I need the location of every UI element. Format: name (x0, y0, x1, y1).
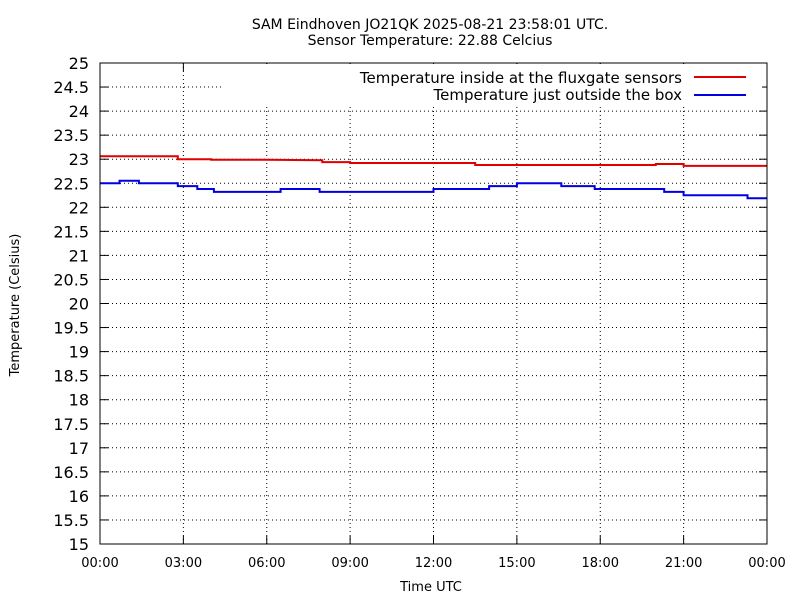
y-tick-label: 16 (69, 487, 89, 506)
y-tick-label: 24 (69, 102, 89, 121)
series-line-inside (100, 155, 767, 167)
x-tick-label: 03:00 (165, 556, 202, 571)
series-line-outside (100, 179, 767, 200)
legend-background (222, 64, 762, 106)
legend: Temperature inside at the fluxgate senso… (359, 69, 746, 104)
y-axis-label: Temperature (Celsius) (8, 234, 23, 378)
x-tick-label: 18:00 (582, 556, 619, 571)
y-tick-label: 18 (69, 391, 89, 410)
y-tick-label: 21.5 (53, 222, 89, 241)
x-tick-label: 15:00 (498, 556, 535, 571)
y-tick-label: 15.5 (53, 511, 89, 530)
y-tick-label: 24.5 (53, 78, 89, 97)
y-tick-label: 17.5 (53, 415, 89, 434)
x-axis-label: Time UTC (399, 580, 462, 595)
plot-frame (99, 62, 768, 545)
y-tick-label: 23.5 (53, 126, 89, 145)
grid-lines (100, 63, 767, 544)
series-lines (100, 155, 767, 200)
y-tick-label: 16.5 (53, 463, 89, 482)
y-tick-label: 23 (69, 150, 89, 169)
x-tick-label: 09:00 (331, 556, 368, 571)
legend-label-inside: Temperature inside at the fluxgate senso… (359, 69, 682, 87)
y-tick-label: 22 (69, 198, 89, 217)
y-tick-label: 20.5 (53, 270, 89, 289)
x-tick-label: 00:00 (748, 556, 785, 571)
y-tick-label: 15 (69, 535, 89, 554)
x-tick-label: 00:00 (81, 556, 118, 571)
y-tick-label: 22.5 (53, 174, 89, 193)
x-tick-label: 06:00 (248, 556, 285, 571)
y-tick-label: 21 (69, 246, 89, 265)
legend-label-outside: Temperature just outside the box (433, 86, 683, 104)
y-tick-label: 17 (69, 439, 89, 458)
y-tick-label: 18.5 (53, 367, 89, 386)
y-tick-label: 19 (69, 343, 89, 362)
x-tick-label: 21:00 (665, 556, 702, 571)
y-tick-label: 25 (69, 54, 89, 73)
x-tick-label: 12:00 (415, 556, 452, 571)
y-tick-label: 19.5 (53, 319, 89, 338)
chart-title: SAM Eindhoven JO21QK 2025-08-21 23:58:01… (252, 17, 608, 33)
chart-subtitle: Sensor Temperature: 22.88 Celcius (308, 33, 553, 49)
y-ticks: 15 15.5 16 16.5 17 17.5 18 18.5 19 19.5 20 20.5 21 21… (53, 54, 767, 554)
y-tick-label: 20 (69, 295, 89, 314)
